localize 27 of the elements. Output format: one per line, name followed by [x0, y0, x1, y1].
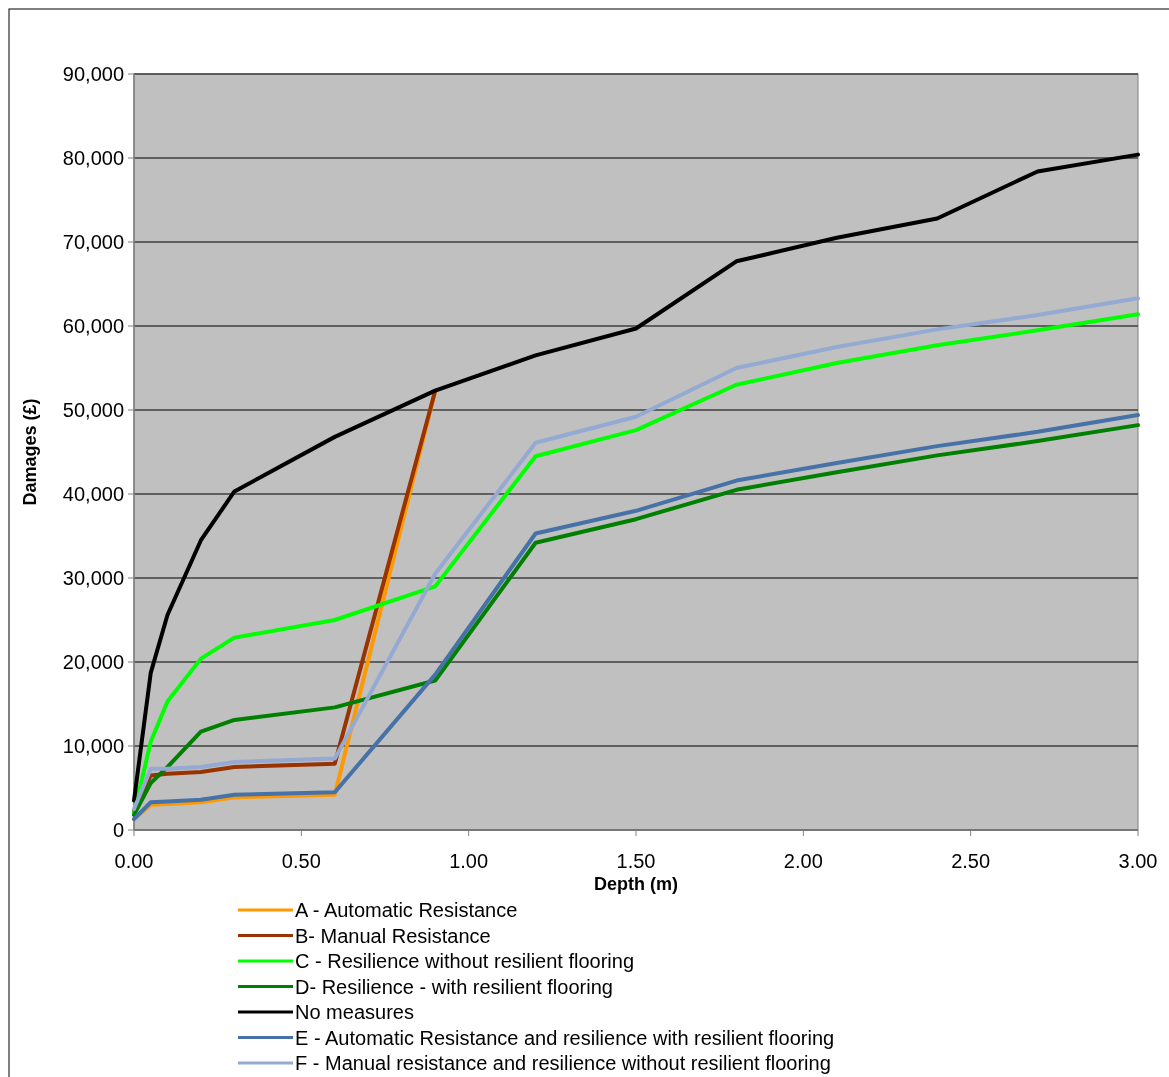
y-tick-label: 10,000 — [62, 735, 124, 757]
legend-label: E - Automatic Resistance and resilience with resilient flooring — [295, 1026, 835, 1049]
x-tick-label: 1.00 — [449, 850, 489, 872]
legend-label: A - Automatic Resistance — [295, 899, 518, 921]
y-tick-label: 20,000 — [62, 651, 124, 673]
y-tick-label: 40,000 — [62, 483, 124, 505]
y-tick-label: 50,000 — [62, 399, 124, 421]
x-tick-label: 2.50 — [951, 850, 991, 872]
y-tick-label: 60,000 — [62, 315, 124, 337]
line-series — [132, 152, 1140, 803]
x-tick-label: 1.50 — [616, 850, 656, 872]
legend-label: F - Manual resistance and resilience without resilient flooring — [295, 1052, 831, 1074]
legend-label: C - Resilience without resilient flooring — [295, 950, 635, 972]
y-tick-label: 0 — [112, 819, 124, 841]
x-axis-title: Depth (m) — [594, 874, 678, 894]
x-tick-label: 3.00 — [1118, 850, 1158, 872]
x-tick-label: 0.00 — [114, 850, 154, 872]
y-axis-title: Damages (£) — [20, 398, 40, 506]
x-tick-label: 2.00 — [783, 850, 823, 872]
y-tick-label: 30,000 — [62, 567, 124, 589]
legend-label: B- Manual Resistance — [295, 924, 491, 947]
x-tick-label: 0.50 — [281, 850, 321, 872]
y-tick-label: 70,000 — [62, 231, 124, 253]
legend-label: No measures — [295, 1001, 414, 1023]
legend-label: D- Resilience - with resilient flooring — [295, 975, 613, 998]
y-tick-label: 80,000 — [62, 147, 124, 169]
y-tick-label: 90,000 — [62, 63, 124, 85]
